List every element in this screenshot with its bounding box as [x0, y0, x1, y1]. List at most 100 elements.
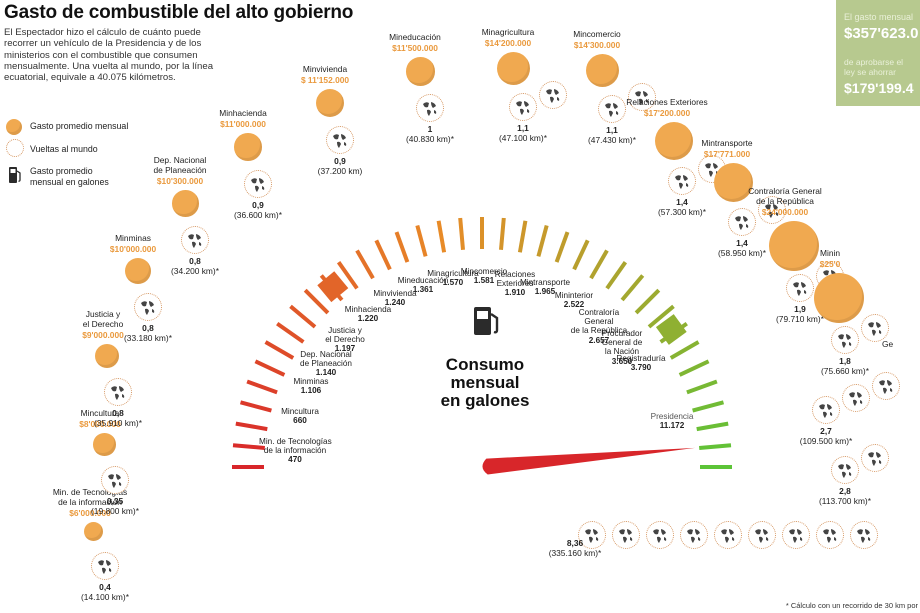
gauge-tick — [246, 379, 278, 395]
gauge-label-name: Mineducación — [397, 276, 449, 285]
gauge-tick — [634, 288, 661, 315]
entity-amount: $9'000.000 — [82, 330, 124, 340]
coin-icon — [406, 57, 435, 86]
entity-amount: $24'000.000 — [761, 207, 809, 217]
entity-name: Dep. Nacional de Planeación — [153, 155, 207, 175]
gauge-tick — [699, 443, 732, 450]
entity-amount: $8'000.000 — [79, 419, 121, 429]
laps-km: (35.910 km)* — [94, 418, 142, 428]
entity-laps: 8,36 (335.160 km)* — [530, 538, 620, 558]
entity-name: Mincomercio — [573, 29, 621, 39]
gauge-label: Minhacienda 1.220 — [332, 305, 404, 323]
entity-amount: $14'200.000 — [484, 38, 532, 48]
gauge-tick — [232, 443, 265, 450]
gauge-label-name: Registraduría — [616, 354, 666, 363]
gauge-label: Mincomercio 1.581 — [448, 267, 520, 285]
gauge-tick — [436, 220, 447, 253]
laps-value: 1,4 — [676, 197, 688, 207]
entity-laps: 1,1 (47.100 km)* — [478, 123, 568, 143]
gauge-label-value: 1.965 — [534, 287, 556, 297]
coin-icon — [125, 258, 151, 284]
entity-amount: $6'000.000 — [69, 508, 111, 518]
entity-name: Contraloría General de la República — [748, 186, 822, 206]
gauge-tick — [678, 359, 710, 377]
laps-value: 2,7 — [820, 426, 832, 436]
globe-icon — [861, 444, 889, 472]
gauge-label-value: 1.240 — [384, 298, 406, 308]
entity-name: Minin — [819, 248, 840, 258]
globe-icon — [680, 521, 708, 549]
gauge-label-value: 3.790 — [630, 363, 652, 373]
gauge-label: Mintransporte 1.965 — [509, 278, 581, 296]
laps-value: 1,1 — [606, 125, 618, 135]
gauge-label-name: Minagricultura — [427, 269, 479, 278]
globe-icon — [598, 95, 626, 123]
laps-km: (33.180 km)* — [124, 333, 172, 343]
entity-amount: $14'300.000 — [573, 40, 621, 50]
gauge-label: Relaciones Exteriores 1.910 — [479, 270, 551, 298]
gauge-label-value: 1.197 — [334, 344, 356, 354]
entity-laps: 1,1 (47.430 km)* — [567, 125, 657, 145]
globe-icon — [812, 396, 840, 424]
gauge-tick — [572, 239, 590, 271]
gauge-label: Mineducación 1.361 — [387, 276, 459, 294]
laps-km: (335.160 km)* — [548, 548, 602, 558]
coin-icon — [497, 52, 531, 86]
laps-km: (57.300 km)* — [658, 207, 706, 217]
gauge-tick — [239, 400, 272, 413]
gauge-label-value: 470 — [288, 455, 302, 465]
globe-icon — [816, 521, 844, 549]
laps-value: 1 — [427, 124, 433, 134]
gauge-label: Min. de Tecnologías de la información 470 — [259, 437, 332, 465]
gauge-tick — [517, 220, 528, 253]
page-title: Gasto de combustible del alto gobierno — [4, 2, 354, 23]
gauge-tick — [289, 304, 317, 329]
globe-icon — [539, 81, 567, 109]
laps-km: (37.200 km) — [317, 166, 363, 176]
laps-km: (79.710 km)* — [776, 314, 824, 324]
globe-icon — [416, 94, 444, 122]
gauge-tick — [374, 239, 392, 271]
entity-laps: 1,4 (58.950 km)* — [697, 238, 787, 258]
laps-value: 0,8 — [112, 408, 124, 418]
entity-name: Mintransporte — [701, 138, 753, 148]
gauge-tick — [276, 321, 305, 344]
laps-km: (19.800 km)* — [91, 506, 139, 516]
gauge-label-value: 1.220 — [357, 314, 379, 324]
globe-icon — [668, 167, 696, 195]
gauge-label: Minagricultura 1.570 — [417, 269, 489, 287]
entity-name: Minminas — [115, 233, 151, 243]
laps-km: (14.100 km)* — [81, 592, 129, 602]
globe-icon — [6, 139, 24, 157]
coin-icon — [714, 163, 754, 203]
gauge-label: Contraloría General de la República 2.657 — [563, 308, 635, 345]
coin-icon — [172, 190, 199, 217]
entity-amount: $10'000.000 — [109, 244, 157, 254]
laps-km: (34.200 km)* — [171, 266, 219, 276]
laps-value: 8,36 — [566, 538, 584, 548]
entity-laps: 0,8 (33.180 km)* — [103, 323, 193, 343]
entity-amount: $17'771.000 — [703, 149, 751, 159]
entity-laps: 0,4 (14.100 km)* — [60, 582, 150, 602]
gauge-title: Consumo mensual en galones — [440, 355, 530, 410]
laps-km: (47.430 km)* — [588, 135, 636, 145]
gauge-label-value: 1.140 — [315, 368, 337, 378]
globe-icon — [181, 226, 209, 254]
gauge-label-name: Mincultura — [281, 407, 319, 416]
gauge-label: Registraduría 3.790 — [605, 354, 677, 372]
gauge-label: Procurador General de la Nación 3.650 — [586, 329, 658, 366]
gauge-tick — [686, 379, 718, 395]
globe-icon — [786, 274, 814, 302]
gauge-label-name: Min. de Tecnologías de la información — [259, 437, 332, 456]
gauge-tick — [589, 249, 609, 280]
coin-icon — [769, 221, 819, 271]
globe-icon — [782, 521, 810, 549]
fuel-pump-icon — [474, 307, 499, 335]
savings-line2: de aprobarse el ley se ahorrar — [844, 57, 904, 77]
gauge-label-name: Relaciones Exteriores — [494, 270, 536, 289]
gauge-label-name: Minminas — [293, 377, 329, 386]
globe-icon — [831, 456, 859, 484]
globe-icon — [748, 521, 776, 549]
laps-km: (36.600 km)* — [234, 210, 282, 220]
